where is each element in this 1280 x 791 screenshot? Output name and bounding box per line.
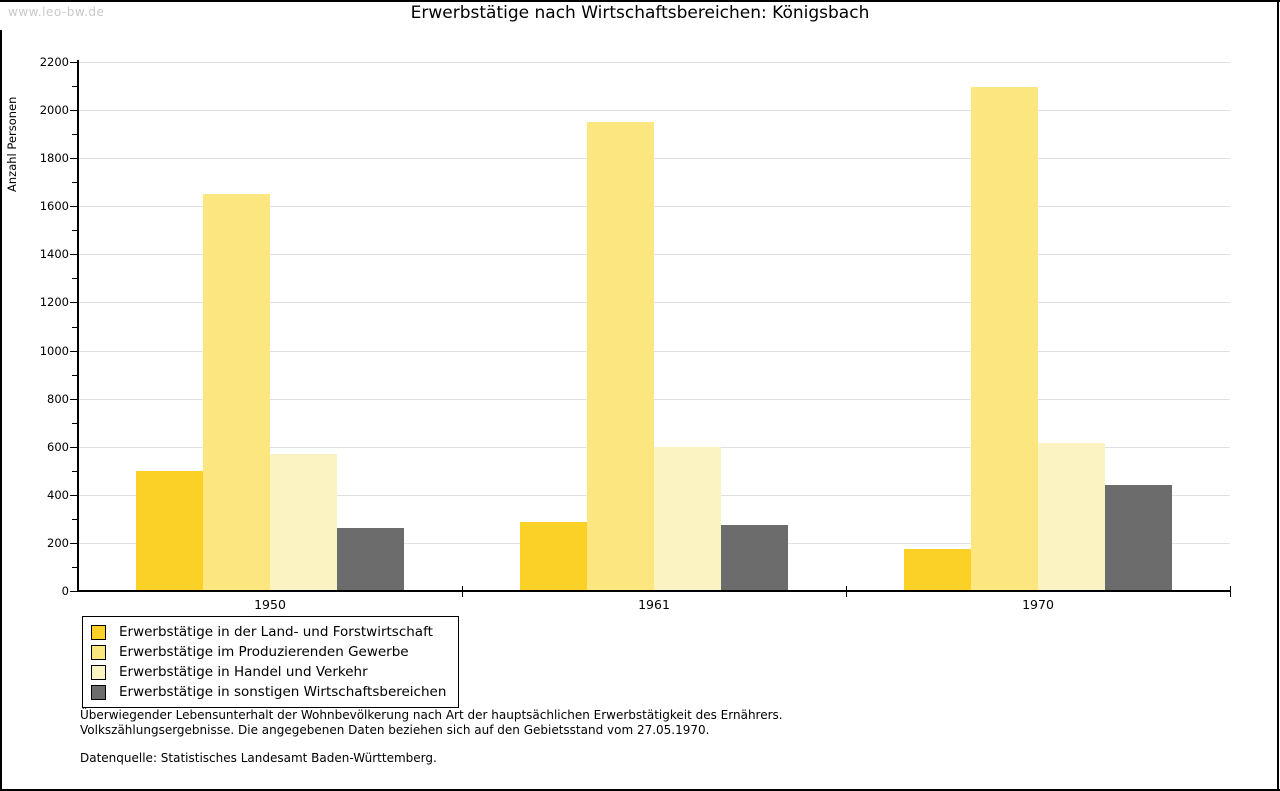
x-axis-line xyxy=(77,590,1231,592)
y-axis-tick-label: 1400 xyxy=(39,247,69,261)
bar xyxy=(654,447,721,591)
y-axis-tick-label: 800 xyxy=(47,392,69,406)
legend-item: Erwerbstätige im Produzierenden Gewerbe xyxy=(91,642,446,662)
bar xyxy=(136,471,203,591)
y-axis-major-tick xyxy=(70,399,77,400)
legend-box: Erwerbstätige in der Land- und Forstwirt… xyxy=(82,616,460,708)
y-axis-minor-tick xyxy=(72,134,77,135)
bar xyxy=(721,525,788,591)
legend-label: Erwerbstätige im Produzierenden Gewerbe xyxy=(119,644,409,660)
bar xyxy=(904,549,971,591)
y-axis-minor-tick xyxy=(72,278,77,279)
y-axis-tick-label: 2000 xyxy=(39,103,69,117)
chart-title: Erwerbstätige nach Wirtschaftsbereichen:… xyxy=(410,3,870,23)
legend-swatch xyxy=(91,664,106,680)
footnote-line: Volkszählungsergebnisse. Die angegebenen… xyxy=(80,722,710,737)
legend-item: Erwerbstätige in Handel und Verkehr xyxy=(91,662,446,682)
y-axis-major-tick xyxy=(70,351,77,352)
frame-border-bottom xyxy=(0,789,1280,791)
y-axis-minor-tick xyxy=(72,230,77,231)
y-axis-major-tick xyxy=(70,495,77,496)
y-gridline xyxy=(78,351,1230,352)
y-axis-tick-label: 1800 xyxy=(39,151,69,165)
y-gridline xyxy=(78,254,1230,255)
bar xyxy=(1105,485,1172,591)
data-source-note: Datenquelle: Statistisches Landesamt Bad… xyxy=(80,751,437,765)
y-axis-major-tick xyxy=(70,447,77,448)
y-axis-minor-tick xyxy=(72,182,77,183)
plot-area xyxy=(70,62,1231,597)
frame-border-left xyxy=(0,30,2,791)
bar xyxy=(971,87,1038,591)
y-axis-tick-label: 0 xyxy=(61,584,69,598)
x-axis-category-label: 1950 xyxy=(254,597,286,612)
y-axis-major-tick xyxy=(70,254,77,255)
y-axis-tick-label: 200 xyxy=(47,536,69,550)
legend-label: Erwerbstätige in Handel und Verkehr xyxy=(119,664,368,680)
legend-item: Erwerbstätige in sonstigen Wirtschaftsbe… xyxy=(91,682,446,702)
y-axis-minor-tick xyxy=(72,86,77,87)
x-axis-category-label: 1961 xyxy=(638,597,670,612)
y-axis-major-tick xyxy=(70,62,77,63)
y-axis-minor-tick xyxy=(72,423,77,424)
bar xyxy=(520,522,587,591)
bar xyxy=(337,528,404,591)
y-axis-major-tick xyxy=(70,591,77,592)
y-axis-major-tick xyxy=(70,158,77,159)
y-gridline xyxy=(78,158,1230,159)
bar xyxy=(270,454,337,591)
y-axis-tick-label: 1000 xyxy=(39,344,69,358)
y-axis-minor-tick xyxy=(72,375,77,376)
y-gridline xyxy=(78,206,1230,207)
y-axis-major-tick xyxy=(70,543,77,544)
y-gridline xyxy=(78,302,1230,303)
legend-item: Erwerbstätige in der Land- und Forstwirt… xyxy=(91,622,446,642)
y-axis-minor-tick xyxy=(72,327,77,328)
x-axis-category-label: 1970 xyxy=(1022,597,1054,612)
watermark-url: www.leo-bw.de xyxy=(8,5,105,19)
legend-swatch xyxy=(91,684,106,700)
y-axis-tick-label: 400 xyxy=(47,488,69,502)
legend-swatch xyxy=(91,644,106,660)
footnote-line: Überwiegender Lebensunterhalt der Wohnbe… xyxy=(80,708,783,722)
y-axis-tick-label: 2200 xyxy=(39,55,69,69)
y-axis-tick-labels: 0 200 400 600 800 1000 1200 1400 1600 1800 2000 220… xyxy=(0,55,71,598)
frame-border-right xyxy=(1277,0,1279,791)
y-axis-line xyxy=(77,60,79,591)
y-axis-tick-label: 1200 xyxy=(39,295,69,309)
y-gridline xyxy=(78,399,1230,400)
legend-label: Erwerbstätige in der Land- und Forstwirt… xyxy=(119,624,433,640)
legend-swatch xyxy=(91,624,106,640)
bar xyxy=(587,122,654,591)
y-axis-major-tick xyxy=(70,302,77,303)
y-axis-major-tick xyxy=(70,110,77,111)
y-axis-minor-tick xyxy=(72,567,77,568)
y-axis-minor-tick xyxy=(72,471,77,472)
y-gridline xyxy=(78,62,1230,63)
y-axis-minor-tick xyxy=(72,519,77,520)
frame-border-top xyxy=(0,0,1280,2)
bar xyxy=(203,194,270,591)
y-axis-tick-label: 1600 xyxy=(39,199,69,213)
y-axis-tick-label: 600 xyxy=(47,440,69,454)
bar xyxy=(1038,443,1105,591)
y-axis-major-tick xyxy=(70,206,77,207)
legend-label: Erwerbstätige in sonstigen Wirtschaftsbe… xyxy=(119,684,447,700)
y-gridline xyxy=(78,110,1230,111)
footnote-block: Überwiegender Lebensunterhalt der Wohnbe… xyxy=(80,708,783,737)
